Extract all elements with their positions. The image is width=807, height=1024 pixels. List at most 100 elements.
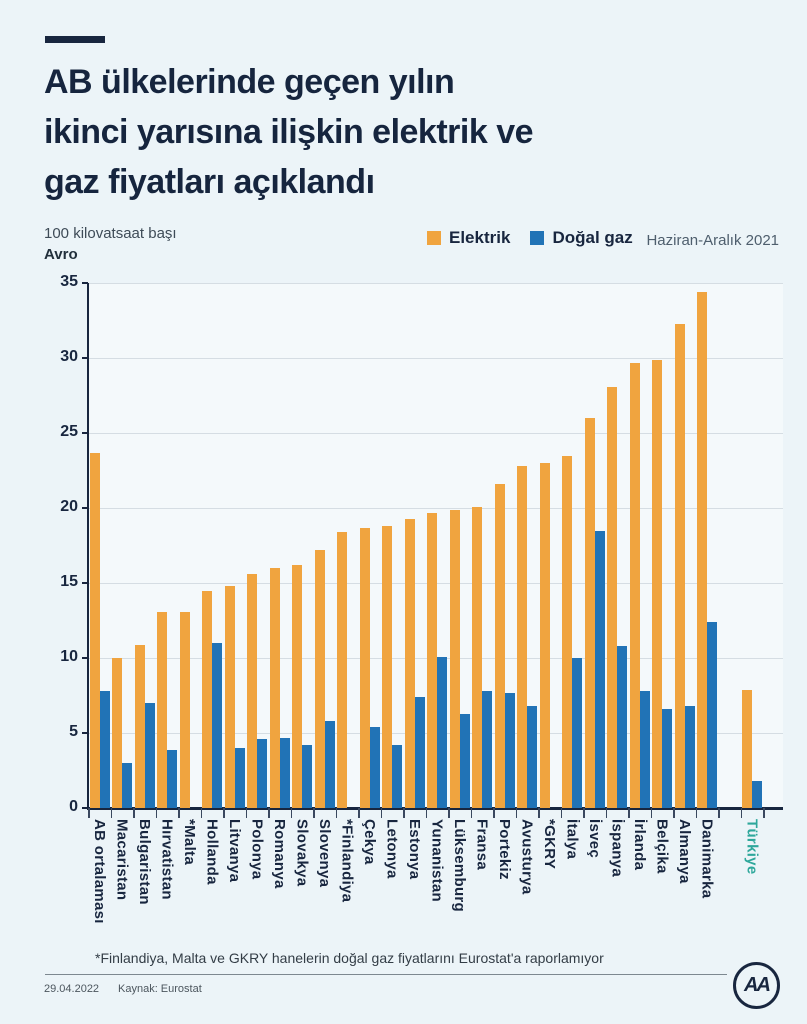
bar-elektrik-6 xyxy=(224,586,235,808)
footer-source: Kaynak: Eurostat xyxy=(118,983,202,995)
x-axis-label: Portekiz xyxy=(495,819,513,880)
bar-dogalgaz-15 xyxy=(437,656,447,808)
bar-dogalgaz-18 xyxy=(504,692,515,808)
x-axis-label: İrlanda xyxy=(630,819,648,871)
bar-dogalgaz-24 xyxy=(639,691,650,808)
x-axis-label: Estonya xyxy=(405,819,423,880)
bar-elektrik-11 xyxy=(337,532,347,808)
bar-elektrik-27 xyxy=(697,292,707,808)
x-axis-label: Türkiye xyxy=(743,819,761,875)
bar-elektrik-2 xyxy=(134,644,145,808)
x-tick xyxy=(335,808,337,818)
bar-dogalgaz-28 xyxy=(752,781,762,808)
x-axis-label: İspanya xyxy=(608,819,626,877)
bar-dogalgaz-21 xyxy=(572,658,582,808)
gridline xyxy=(88,508,783,509)
legend-period: Haziran-Aralık 2021 xyxy=(646,232,779,249)
x-tick xyxy=(178,808,180,818)
x-axis-label: *Finlandiya xyxy=(338,819,356,903)
bar-dogalgaz-2 xyxy=(144,703,155,808)
bar-dogalgaz-25 xyxy=(662,709,672,808)
bar-dogalgaz-12 xyxy=(369,727,380,808)
x-tick xyxy=(200,808,202,818)
x-axis-label: Almanya xyxy=(675,819,693,884)
y-tick xyxy=(82,582,88,584)
x-axis-label: Slovenya xyxy=(315,819,333,888)
bar-elektrik-17 xyxy=(472,506,482,808)
bar-elektrik-0 xyxy=(89,452,100,808)
legend-label-dogalgaz: Doğal gaz xyxy=(552,228,633,247)
bar-dogalgaz-8 xyxy=(279,737,290,808)
page-title: AB ülkelerinde geçen yılın ikinci yarısı… xyxy=(44,57,774,207)
bar-dogalgaz-3 xyxy=(167,749,177,808)
x-tick xyxy=(740,808,742,818)
bar-elektrik-28 xyxy=(742,689,752,808)
gridline xyxy=(88,358,783,359)
x-tick xyxy=(650,808,652,818)
bar-elektrik-12 xyxy=(359,527,370,808)
x-tick xyxy=(425,808,427,818)
bar-dogalgaz-22 xyxy=(594,530,605,808)
y-axis-label: 10 xyxy=(60,648,78,665)
x-tick xyxy=(605,808,607,818)
x-axis-label: Çekya xyxy=(360,819,378,865)
footer-divider xyxy=(45,974,727,975)
footer-date: 29.04.2022 xyxy=(44,983,100,995)
bar-dogalgaz-1 xyxy=(122,763,132,808)
x-tick xyxy=(155,808,157,818)
x-axis-label: Danimarka xyxy=(698,819,716,899)
y-tick xyxy=(82,357,88,359)
y-tick xyxy=(82,657,88,659)
x-axis-label: Macaristan xyxy=(113,819,131,901)
x-axis-label: AB ortalaması xyxy=(90,819,108,924)
bar-elektrik-13 xyxy=(382,526,392,808)
bar-elektrik-1 xyxy=(112,658,122,808)
bar-dogalgaz-17 xyxy=(482,691,492,808)
x-tick xyxy=(245,808,247,818)
chart-legend: Elektrik Doğal gaz xyxy=(427,228,653,248)
bar-dogalgaz-19 xyxy=(527,706,537,808)
y-axis-label: 0 xyxy=(69,798,78,815)
x-tick xyxy=(493,808,495,818)
bar-dogalgaz-14 xyxy=(414,697,425,808)
x-axis-label: Hırvatistan xyxy=(158,819,176,900)
bar-elektrik-25 xyxy=(652,359,662,808)
y-tick xyxy=(82,507,88,509)
bar-dogalgaz-9 xyxy=(302,745,312,808)
x-axis-label: Litvanya xyxy=(225,819,243,883)
bar-dogalgaz-0 xyxy=(99,691,110,808)
x-tick xyxy=(380,808,382,818)
bar-elektrik-3 xyxy=(157,611,167,808)
x-axis-label: Romanya xyxy=(270,819,288,889)
bar-elektrik-24 xyxy=(629,362,640,808)
x-tick xyxy=(358,808,360,818)
bar-dogalgaz-7 xyxy=(257,739,267,808)
x-tick xyxy=(290,808,292,818)
title-line: ikinci yarısına ilişkin elektrik ve xyxy=(44,113,534,151)
bar-dogalgaz-10 xyxy=(324,721,335,808)
x-tick xyxy=(110,808,112,818)
x-axis-label: Belçika xyxy=(653,819,671,874)
y-tick xyxy=(82,807,88,809)
y-tick xyxy=(82,282,88,284)
x-axis-label: Letonya xyxy=(383,819,401,879)
x-axis-label: Polonya xyxy=(248,819,266,880)
x-tick xyxy=(763,808,765,818)
y-axis-label: 5 xyxy=(69,723,78,740)
x-axis-label: *Malta xyxy=(180,819,198,865)
x-tick xyxy=(133,808,135,818)
x-tick xyxy=(695,808,697,818)
x-axis-label: Yunanistan xyxy=(428,819,446,903)
y-axis-line xyxy=(87,283,89,808)
bar-elektrik-23 xyxy=(607,386,617,808)
bar-dogalgaz-26 xyxy=(684,706,695,808)
title-line: AB ülkelerinde geçen yılın xyxy=(44,63,455,101)
x-tick xyxy=(470,808,472,818)
x-tick xyxy=(403,808,405,818)
bar-elektrik-5 xyxy=(202,590,212,808)
y-axis-label: 25 xyxy=(60,423,78,440)
x-tick xyxy=(673,808,675,818)
x-tick xyxy=(223,808,225,818)
bar-elektrik-15 xyxy=(427,512,437,808)
x-axis-label: Hollanda xyxy=(203,819,221,885)
